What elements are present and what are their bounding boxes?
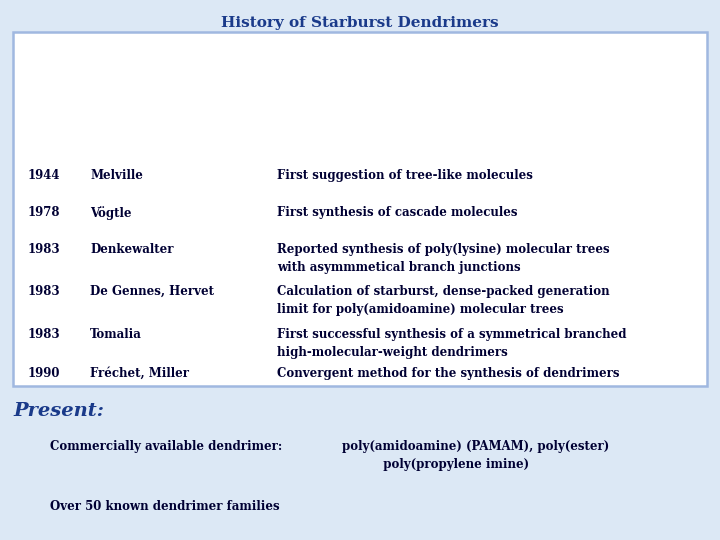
Text: Calculation of starburst, dense-packed generation
limit for poly(amidoamine) mol: Calculation of starburst, dense-packed g… [277,285,610,316]
Text: Present:: Present: [13,402,104,420]
Text: 1983: 1983 [27,243,60,256]
FancyBboxPatch shape [13,32,707,386]
Text: Denkewalter: Denkewalter [90,243,174,256]
Text: 1944: 1944 [27,168,60,181]
Text: Over 50 known dendrimer families: Over 50 known dendrimer families [50,500,280,512]
Text: Melville: Melville [90,168,143,181]
Text: Commercially available dendrimer:: Commercially available dendrimer: [50,440,283,453]
Text: Fréchet, Miller: Fréchet, Miller [90,367,189,380]
Text: 1978: 1978 [27,206,60,219]
Text: Convergent method for the synthesis of dendrimers: Convergent method for the synthesis of d… [277,367,620,380]
Text: 1990: 1990 [27,367,60,380]
Text: poly(amidoamine) (PAMAM), poly(ester)
          poly(propylene imine): poly(amidoamine) (PAMAM), poly(ester) po… [342,440,609,471]
Text: History of Starburst Dendrimers: History of Starburst Dendrimers [221,16,499,30]
Text: De Gennes, Hervet: De Gennes, Hervet [90,285,214,298]
Text: Tomalia: Tomalia [90,328,142,341]
Text: First synthesis of cascade molecules: First synthesis of cascade molecules [277,206,518,219]
Text: 1983: 1983 [27,285,60,298]
Text: 1983: 1983 [27,328,60,341]
Text: Reported synthesis of poly(lysine) molecular trees
with asymmmetical branch junc: Reported synthesis of poly(lysine) molec… [277,243,610,274]
Text: First successful synthesis of a symmetrical branched
high-molecular-weight dendr: First successful synthesis of a symmetri… [277,328,626,359]
Text: Vögtle: Vögtle [90,206,132,220]
Text: First suggestion of tree-like molecules: First suggestion of tree-like molecules [277,168,533,181]
